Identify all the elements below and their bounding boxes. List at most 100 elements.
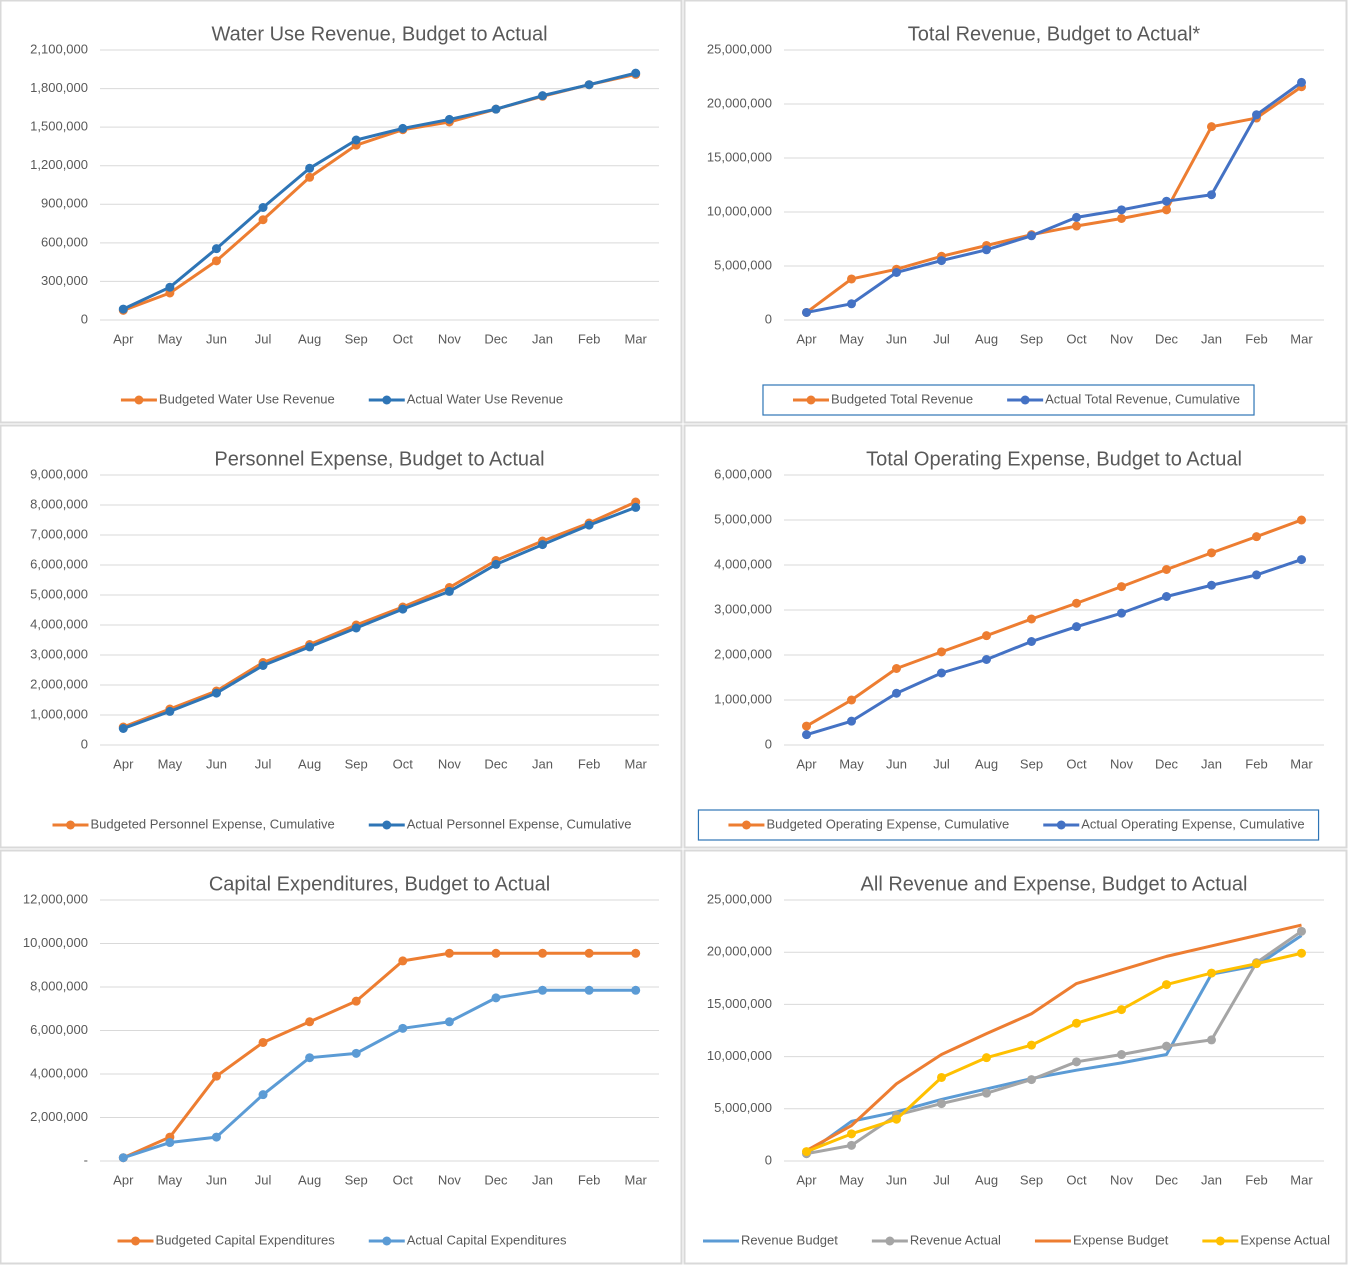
x-tick-label: Dec bbox=[484, 1172, 508, 1187]
y-tick-label: 20,000,000 bbox=[707, 95, 772, 110]
panel-border bbox=[683, 424, 1348, 849]
point-marker bbox=[847, 1140, 856, 1150]
point-marker bbox=[258, 215, 268, 225]
x-tick-label: Aug bbox=[975, 331, 998, 346]
legend-marker bbox=[741, 820, 751, 830]
point-marker bbox=[1072, 1018, 1081, 1028]
point-marker bbox=[937, 1072, 946, 1082]
legend-label: Revenue Actual bbox=[910, 1232, 1001, 1247]
x-tick-label: Jun bbox=[886, 1172, 907, 1187]
point-marker bbox=[211, 1071, 221, 1081]
y-tick-label: 8,000,000 bbox=[30, 978, 88, 993]
chart-panel: Water Use Revenue, Budget to Actual 0 300,… bbox=[0, 0, 683, 424]
x-tick-label: Mar bbox=[1290, 331, 1313, 346]
legend-item: Actual Capital Expenditures bbox=[368, 1232, 567, 1247]
x-tick-label: Sep bbox=[1020, 331, 1043, 346]
y-tick-label: 20,000,000 bbox=[707, 944, 772, 959]
y-tick-label: 5,000,000 bbox=[714, 1100, 772, 1115]
x-tick-label: Apr bbox=[113, 1172, 134, 1187]
point-marker bbox=[491, 948, 501, 958]
x-tick-label: Sep bbox=[345, 1172, 368, 1187]
x-tick-label: Jun bbox=[886, 756, 907, 771]
y-tick-label: 0 bbox=[765, 1152, 772, 1167]
point-marker bbox=[351, 135, 361, 145]
point-marker bbox=[491, 104, 501, 114]
x-tick-label: Dec bbox=[1155, 331, 1179, 346]
point-marker bbox=[1207, 1035, 1216, 1045]
y-tick-label: 6,000,000 bbox=[714, 466, 772, 481]
point-marker bbox=[1072, 1057, 1081, 1067]
y-tick-label: 4,000,000 bbox=[30, 616, 88, 631]
point-marker bbox=[1117, 1050, 1126, 1060]
x-tick-label: Jun bbox=[206, 756, 227, 771]
legend-label: Revenue Budget bbox=[741, 1232, 838, 1247]
point-marker bbox=[892, 1114, 901, 1124]
chart-title: Total Operating Expense, Budget to Actua… bbox=[866, 448, 1242, 470]
panel-border bbox=[683, 0, 1348, 424]
legend: Budgeted Capital Expenditures Actual Capi… bbox=[117, 1232, 567, 1247]
panel-border bbox=[0, 0, 683, 424]
y-tick-label: 1,500,000 bbox=[30, 119, 88, 134]
point-marker bbox=[305, 642, 315, 652]
legend-marker bbox=[806, 395, 816, 405]
x-tick-label: Sep bbox=[1020, 756, 1043, 771]
chart-panel: Personnel Expense, Budget to Actual 0 1,00… bbox=[0, 424, 683, 849]
legend-marker bbox=[382, 395, 392, 405]
legend: Revenue Budget Revenue Actual Expense Budg… bbox=[703, 1232, 1330, 1247]
series-line bbox=[806, 930, 1303, 1156]
x-tick-label: Mar bbox=[625, 756, 648, 771]
point-marker bbox=[631, 948, 641, 958]
point-marker bbox=[631, 985, 641, 995]
y-tick-label: 10,000,000 bbox=[23, 935, 88, 950]
point-marker bbox=[165, 1138, 175, 1148]
chart-panel: Capital Expenditures, Budget to Actual - 2… bbox=[0, 849, 683, 1265]
y-tick-label: 1,000,000 bbox=[714, 691, 772, 706]
point-marker bbox=[937, 1099, 946, 1109]
x-tick-label: Sep bbox=[345, 756, 368, 771]
x-tick-label: Aug bbox=[298, 331, 321, 346]
legend-label: Actual Operating Expense, Cumulative bbox=[1081, 816, 1304, 831]
y-tick-label: 25,000,000 bbox=[707, 891, 772, 906]
x-tick-label: Jul bbox=[255, 756, 272, 771]
point-marker bbox=[1207, 580, 1216, 590]
y-tick-label: 15,000,000 bbox=[707, 149, 772, 164]
y-tick-label: 2,000,000 bbox=[30, 1109, 88, 1124]
y-tick-label: 3,000,000 bbox=[30, 646, 88, 661]
point-marker bbox=[491, 559, 501, 569]
legend-item: Budgeted Capital Expenditures bbox=[117, 1232, 336, 1247]
legend-marker bbox=[382, 1236, 392, 1246]
point-marker bbox=[982, 655, 991, 664]
x-tick-label: Mar bbox=[1290, 756, 1313, 771]
point-marker bbox=[1117, 205, 1126, 215]
point-marker bbox=[1027, 1075, 1036, 1085]
point-marker bbox=[1072, 622, 1081, 632]
x-tick-label: May bbox=[158, 331, 183, 346]
point-marker bbox=[1117, 213, 1126, 223]
point-marker bbox=[258, 203, 268, 212]
legend: Budgeted Operating Expense, Cumulative Ac… bbox=[697, 809, 1320, 841]
series-line bbox=[805, 934, 1303, 1155]
legend-item: Actual Total Revenue, Cumulative bbox=[1007, 391, 1240, 406]
x-tick-label: Jun bbox=[206, 1172, 227, 1187]
y-tick-label: 10,000,000 bbox=[707, 1048, 772, 1063]
point-marker bbox=[847, 1129, 856, 1139]
point-marker bbox=[1027, 637, 1036, 646]
legend-item: Budgeted Operating Expense, Cumulative bbox=[728, 816, 1009, 831]
y-tick-label: 600,000 bbox=[41, 234, 88, 249]
point-marker bbox=[444, 948, 454, 958]
point-marker bbox=[351, 1048, 361, 1058]
point-marker bbox=[305, 172, 315, 182]
point-marker bbox=[1117, 608, 1126, 618]
x-tick-label: Jul bbox=[933, 756, 950, 771]
point-marker bbox=[982, 631, 991, 641]
y-tick-label: 6,000,000 bbox=[30, 556, 88, 571]
x-tick-label: Jul bbox=[933, 1172, 950, 1187]
y-tick-label: 0 bbox=[81, 736, 88, 751]
chart-title: Capital Expenditures, Budget to Actual bbox=[209, 873, 550, 895]
point-marker bbox=[847, 299, 856, 309]
legend-label: Budgeted Capital Expenditures bbox=[156, 1232, 336, 1247]
point-marker bbox=[1252, 532, 1261, 542]
legend-item: Expense Actual bbox=[1202, 1232, 1330, 1247]
point-marker bbox=[937, 668, 946, 678]
